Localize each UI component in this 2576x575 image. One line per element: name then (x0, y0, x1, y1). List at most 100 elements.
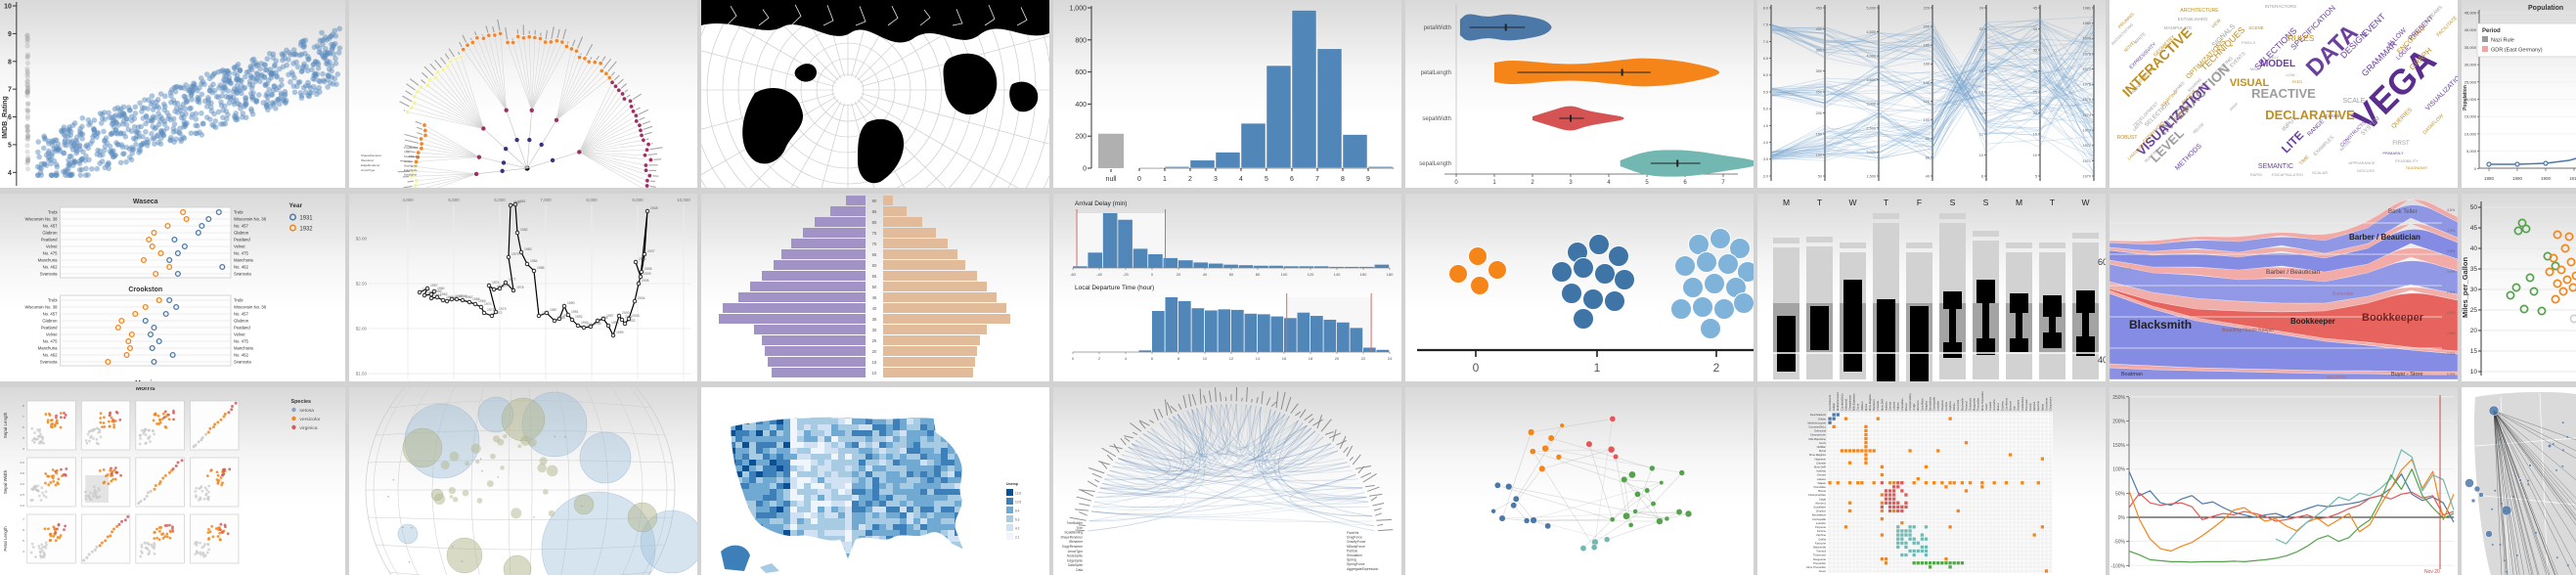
svg-text:6: 6 (8, 114, 12, 121)
thumb-population-pyramid[interactable]: 10 15 20 25 30 35 40 45 50 55 60 65 70 75 80 85 90 (701, 194, 1049, 381)
svg-text:Gervais: Gervais (1817, 473, 1827, 477)
svg-text:60: 60 (872, 263, 877, 268)
svg-text:Svansota: Svansota (234, 272, 251, 277)
thumb-dot-clusters[interactable]: 0 1 2 (1405, 194, 1754, 381)
svg-text:SCENE: SCENE (2248, 25, 2264, 30)
thumb-stock-index[interactable]: 250% 200% 150% 100% 50% 0% -50% -100% Nov 20 (2110, 387, 2458, 575)
svg-text:Tholomyes: Tholomyes (1813, 553, 1827, 557)
thumb-weather-forecast[interactable]: M T W T F S S M T W 60 40 (1757, 194, 2106, 381)
svg-text:16: 16 (1282, 356, 1287, 361)
svg-text:Geborand: Geborand (1843, 399, 1847, 411)
svg-text:Svansota: Svansota (40, 272, 58, 277)
svg-text:Eponine: Eponine (2036, 401, 2040, 411)
thumb-co-occurrence[interactable]: Fauchelevent Gribier MotherInnocent Countes… (1757, 387, 2106, 575)
svg-text:TreeBuilder: TreeBuilder (1067, 521, 1084, 525)
svg-text:Trebi: Trebi (48, 298, 58, 303)
svg-text:Fauchelevent: Fauchelevent (1828, 395, 1832, 411)
thumb-splom[interactable]: Morris Sepal Length 8 7 6 5 4 Sepal Width 4.0 3.5… (0, 387, 345, 575)
svg-text:Miles_per_Gallon: Miles_per_Gallon (2462, 257, 2469, 319)
thumb-radial-tree[interactable]: ShapeRenderer IRenderer EdgeRenderer ArrowT… (349, 0, 697, 188)
svg-text:Simplice: Simplice (1816, 509, 1827, 513)
svg-text:7: 7 (8, 87, 12, 94)
svg-text:ROBUST: ROBUST (2117, 135, 2138, 141)
svg-text:1910: 1910 (2569, 176, 2576, 181)
thumb-scatterplot-null[interactable]: 10 9 8 7 6 5 4 IMDB_Rating (0, 0, 345, 188)
thumb-force-directed[interactable] (1405, 387, 1754, 575)
svg-text:7: 7 (22, 517, 24, 521)
svg-text:200: 200 (1075, 134, 1087, 141)
svg-text:Chenildieu: Chenildieu (1813, 485, 1826, 489)
thumb-world-map[interactable] (701, 0, 1049, 188)
svg-text:15: 15 (872, 360, 877, 365)
thumb-word-cloud[interactable]: VEGA DATA INTERACTIVE INTERACTION VISUALIZAT… (2110, 0, 2458, 188)
thumb-violin-plot[interactable]: 0 1 2 3 4 5 6 7 petalWidth petalLength sepalWidth s… (1405, 0, 1754, 188)
svg-text:65: 65 (872, 252, 877, 257)
svg-text:1931: 1931 (299, 215, 313, 221)
stock-index-canvas: 250% 200% 150% 100% 50% 0% -50% -100% Nov 20 (2111, 395, 2455, 575)
svg-text:Valjean: Valjean (1817, 481, 1826, 485)
svg-text:6,000: 6,000 (494, 198, 506, 202)
globe-bubbles-canvas (365, 387, 697, 575)
thumb-globe-bubbles[interactable] (349, 387, 697, 575)
svg-text:1972: 1972 (495, 311, 503, 315)
svg-text:250%: 250% (2112, 395, 2125, 401)
svg-text:2: 2 (1713, 361, 1720, 375)
svg-text:2.0%: 2.0% (2447, 311, 2456, 315)
thumb-airport-connections[interactable] (2462, 387, 2576, 575)
svg-text:1957: 1957 (430, 284, 438, 288)
svg-text:Champtercier: Champtercier (1848, 395, 1852, 411)
svg-text:100: 100 (1924, 118, 1930, 122)
svg-text:7: 7 (22, 415, 24, 419)
svg-text:1.0%: 1.0% (2447, 352, 2456, 356)
svg-text:40,000: 40,000 (2465, 27, 2477, 32)
svg-text:MODEL: MODEL (2260, 59, 2295, 69)
thumb-driving-shifts[interactable]: 4,000 5,000 6,000 7,000 8,000 9,000 10,000 $3.0… (349, 194, 697, 381)
svg-text:Woman1: Woman1 (1916, 400, 1920, 411)
svg-text:2,000: 2,000 (1866, 151, 1876, 155)
svg-text:Javert: Javert (1819, 569, 1827, 573)
svg-text:1976: 1976 (503, 284, 511, 288)
svg-text:0: 0 (1072, 356, 1075, 361)
svg-text:1890: 1890 (2512, 176, 2523, 181)
svg-text:14: 14 (1256, 356, 1261, 361)
svg-text:T: T (1884, 198, 1888, 207)
svg-text:PIXELS: PIXELS (2242, 40, 2255, 45)
thumb-barley-trellis[interactable]: Waseca Trebi Trebi Wisconsin No. 38 Wisconsi… (0, 194, 345, 381)
svg-text:25: 25 (2033, 90, 2037, 94)
svg-text:Population: Population (2463, 85, 2468, 111)
svg-text:Peatland: Peatland (41, 326, 58, 331)
svg-text:800: 800 (1075, 37, 1087, 44)
svg-text:1977: 1977 (509, 278, 516, 282)
svg-text:Zephine: Zephine (1816, 533, 1826, 537)
thumb-us-choropleth[interactable]: Unemp 12.6 10.5 8.4 6.3 4.2 2.1 (701, 387, 1049, 575)
thumb-edge-bundling[interactable]: FlareVis DragForce GravityForce NBodyForce P… (1053, 387, 1401, 575)
svg-text:2006: 2006 (644, 267, 652, 271)
svg-text:3.5: 3.5 (1763, 157, 1768, 161)
svg-text:TAXONOMY: TAXONOMY (2406, 165, 2428, 170)
svg-text:EdgeSprite: EdgeSprite (1067, 558, 1083, 562)
thumb-crossfilter[interactable]: Arrival Delay (min) -60 -40 -20 0 20 40 60 80 100… (1053, 194, 1401, 381)
svg-text:140: 140 (1924, 81, 1930, 85)
thumb-mpg-scatter[interactable]: 50 45 40 35 30 25 20 15 10 Miles_per_Gallon (2462, 194, 2576, 381)
edge-bundling-canvas: FlareVisDragForceGravityForceNBodyForceP… (1060, 387, 1394, 572)
svg-text:1973: 1973 (2083, 128, 2091, 132)
svg-text:Peatland: Peatland (234, 238, 250, 243)
thumb-job-voyager[interactable]: 4.5% 4.0% 3.5% 3.0% 2.5% 2.0% 1.5% 1.0% 0.5% Blac… (2110, 194, 2458, 381)
thumb-annotated-line[interactable]: 45,000 40,000 35,000 30,000 25,000 20,000 15,0… (2462, 0, 2576, 188)
svg-text:Blacheville: Blacheville (1813, 546, 1826, 550)
svg-text:75: 75 (872, 231, 877, 236)
svg-text:Trebi: Trebi (234, 210, 244, 215)
thumb-histogram-null[interactable]: 1,000 800 600 400 200 0 null 0 1 2 3 4 5 6 7 8 9 (1053, 0, 1401, 188)
svg-text:Fauchelevent: Fauchelevent (1810, 413, 1826, 417)
svg-text:15,000: 15,000 (2465, 114, 2477, 119)
svg-text:NON: NON (2131, 84, 2142, 95)
svg-text:2.0: 2.0 (21, 504, 24, 508)
svg-text:30,000: 30,000 (2465, 63, 2477, 67)
svg-text:Unemp: Unemp (1006, 482, 1018, 486)
svg-text:1979: 1979 (511, 252, 519, 256)
svg-text:ArrowType: ArrowType (361, 168, 376, 172)
thumb-parallel-coords[interactable]: 8.0 7.5 7.0 6.5 6.0 5.5 5.0 4.5 4.0 3.5 3.0 450 400 3… (1757, 0, 2106, 188)
svg-text:200%: 200% (2112, 419, 2125, 424)
svg-text:40: 40 (1926, 174, 1930, 178)
svg-text:Myriel: Myriel (1864, 403, 1868, 411)
